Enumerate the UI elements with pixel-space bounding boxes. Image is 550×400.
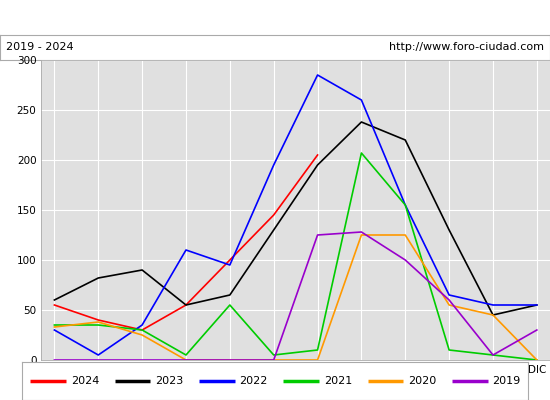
Text: 2020: 2020 — [408, 376, 437, 386]
Text: 2019 - 2024: 2019 - 2024 — [6, 42, 73, 52]
Text: 2022: 2022 — [240, 376, 268, 386]
Text: 2019: 2019 — [493, 376, 521, 386]
Text: http://www.foro-ciudad.com: http://www.foro-ciudad.com — [389, 42, 544, 52]
Text: 2023: 2023 — [155, 376, 184, 386]
Text: 2021: 2021 — [324, 376, 352, 386]
Text: 2024: 2024 — [71, 376, 100, 386]
Text: Evolucion Nº Turistas Extranjeros en el municipio de Alins: Evolucion Nº Turistas Extranjeros en el … — [49, 10, 501, 24]
